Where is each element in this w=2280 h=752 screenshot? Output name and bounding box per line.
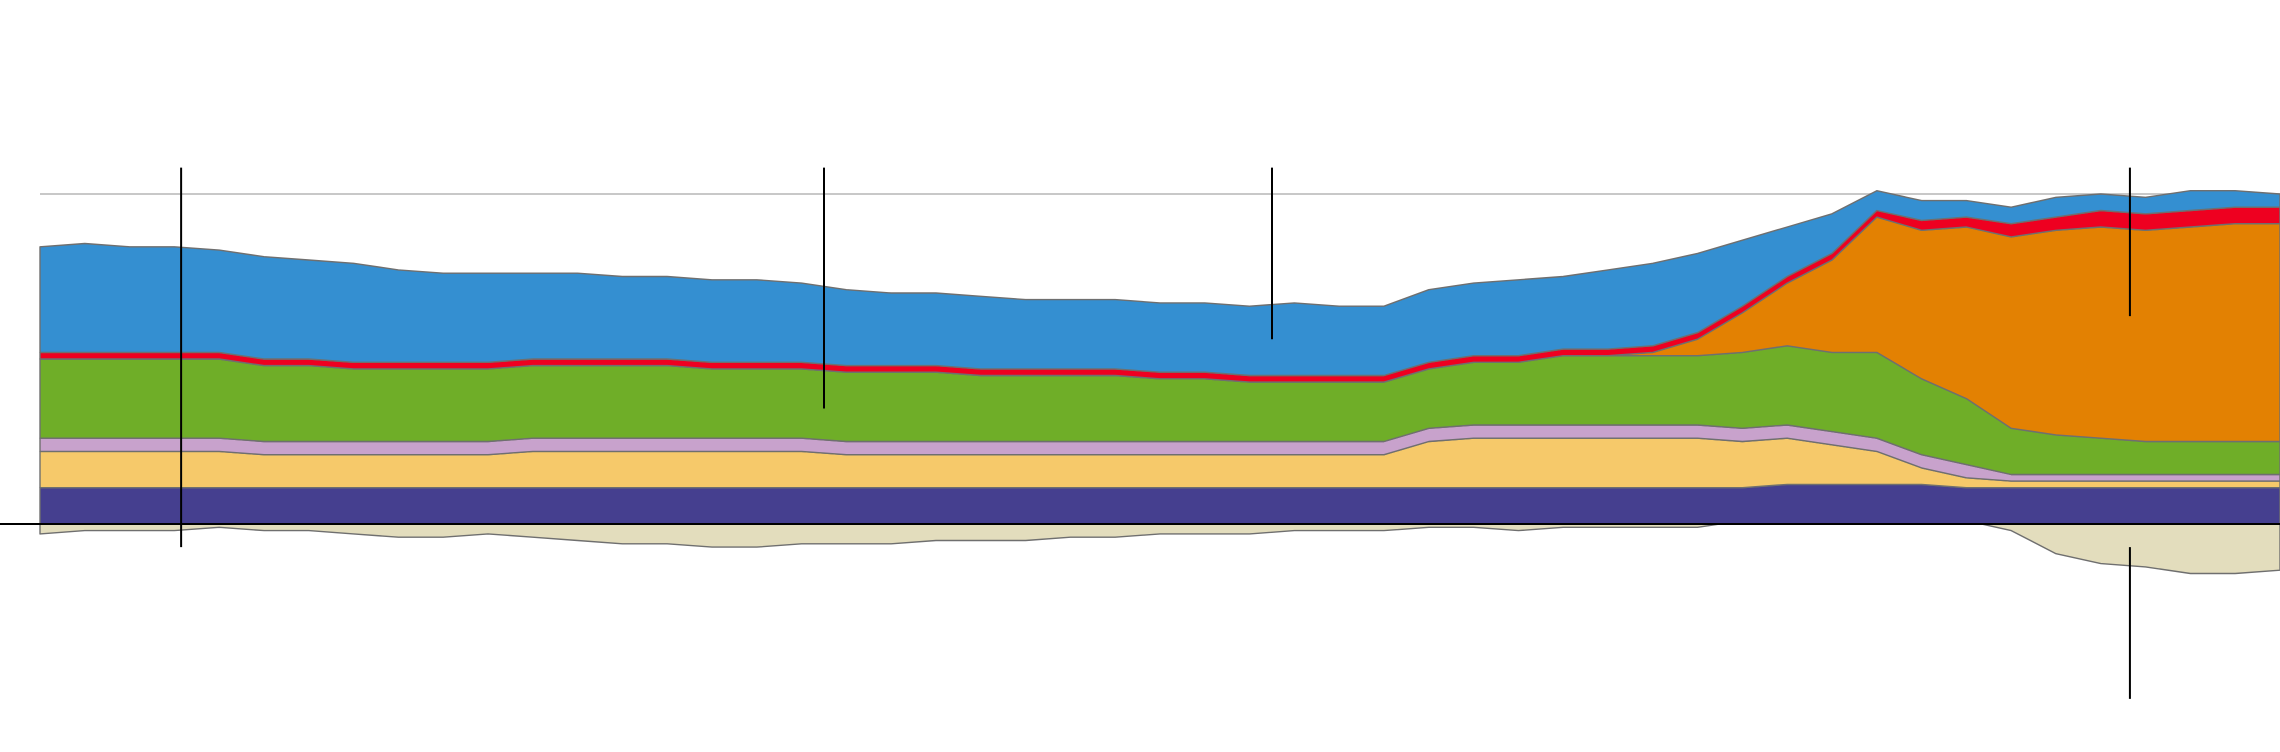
series-area-0: [39, 483, 2280, 525]
series-area-6: [39, 190, 2280, 377]
marker-lines: [180, 167, 2131, 699]
series-areas: [39, 190, 2280, 575]
